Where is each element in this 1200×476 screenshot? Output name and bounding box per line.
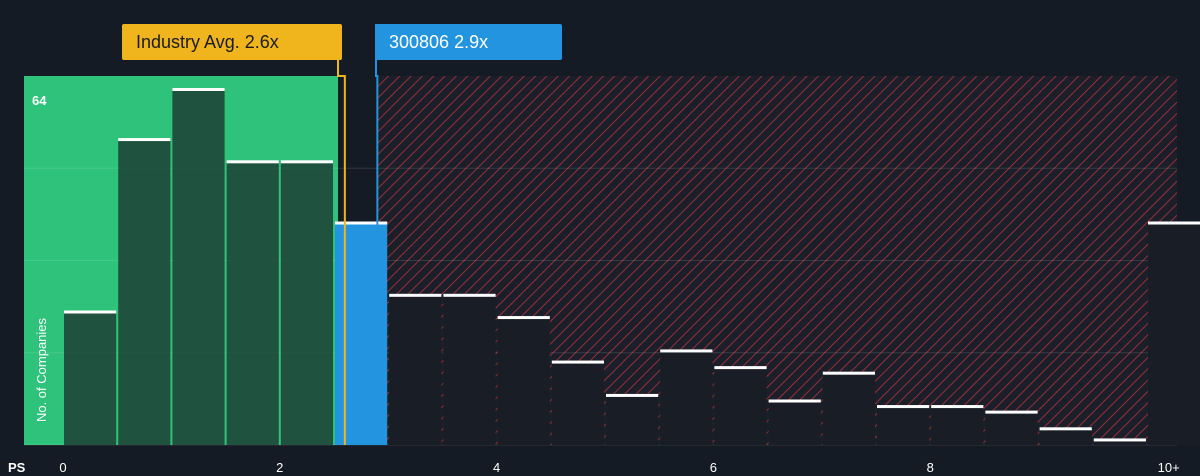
bar-cap-14 <box>822 371 875 375</box>
bar-15 <box>877 406 930 445</box>
bar-3 <box>226 161 279 445</box>
bar-cap-7 <box>443 293 496 297</box>
bar-0 <box>64 311 117 445</box>
bar-cap-8 <box>497 316 550 320</box>
bar-cap-11 <box>660 349 713 353</box>
bar-19 <box>1093 439 1146 445</box>
bar-11 <box>660 350 713 445</box>
bar-cap-4 <box>280 160 333 164</box>
bar-cap-16 <box>931 405 984 409</box>
bar-16 <box>931 406 984 445</box>
bar-2 <box>172 89 225 445</box>
bar-10 <box>606 394 659 445</box>
x-axis-title: PS <box>8 460 26 475</box>
bar-cap-18 <box>1039 427 1092 431</box>
bar-cap-2 <box>172 88 225 91</box>
bar-1 <box>118 139 171 445</box>
bar-cap-19 <box>1093 438 1146 442</box>
bar-4 <box>280 161 333 445</box>
x-tick-label-2: 4 <box>493 460 500 475</box>
bar-cap-9 <box>551 360 604 364</box>
bar-6 <box>389 294 442 445</box>
bar-9 <box>551 361 604 445</box>
bar-5 <box>335 222 388 445</box>
bar-cap-20 <box>1148 221 1200 225</box>
bar-cap-10 <box>606 393 659 397</box>
x-tick-label-5: 10+ <box>1158 460 1180 475</box>
company-ps-callout: 300806 2.9x <box>375 24 562 60</box>
bar-17 <box>985 411 1038 445</box>
bar-20 <box>1148 222 1200 445</box>
bar-cap-15 <box>877 405 930 409</box>
bar-cap-5 <box>335 221 388 225</box>
industry-average-callout: Industry Avg. 2.6x <box>122 24 342 60</box>
bar-13 <box>768 400 821 445</box>
x-tick-label-0: 0 <box>59 460 66 475</box>
bar-cap-12 <box>714 366 767 370</box>
x-tick-label-1: 2 <box>276 460 283 475</box>
x-tick-label-3: 6 <box>710 460 717 475</box>
bar-cap-6 <box>389 293 442 297</box>
bar-14 <box>822 372 875 445</box>
bar-cap-1 <box>118 138 171 142</box>
bar-18 <box>1039 428 1092 445</box>
y-tick-label: 64 <box>32 93 47 108</box>
bar-cap-3 <box>226 160 279 164</box>
bar-12 <box>714 367 767 445</box>
x-tick-label-4: 8 <box>927 460 934 475</box>
y-axis-title: No. of Companies <box>34 317 49 422</box>
bar-cap-17 <box>985 410 1038 414</box>
bar-8 <box>497 317 550 445</box>
bar-cap-0 <box>64 310 117 314</box>
bar-cap-13 <box>768 399 821 403</box>
bar-7 <box>443 294 496 445</box>
